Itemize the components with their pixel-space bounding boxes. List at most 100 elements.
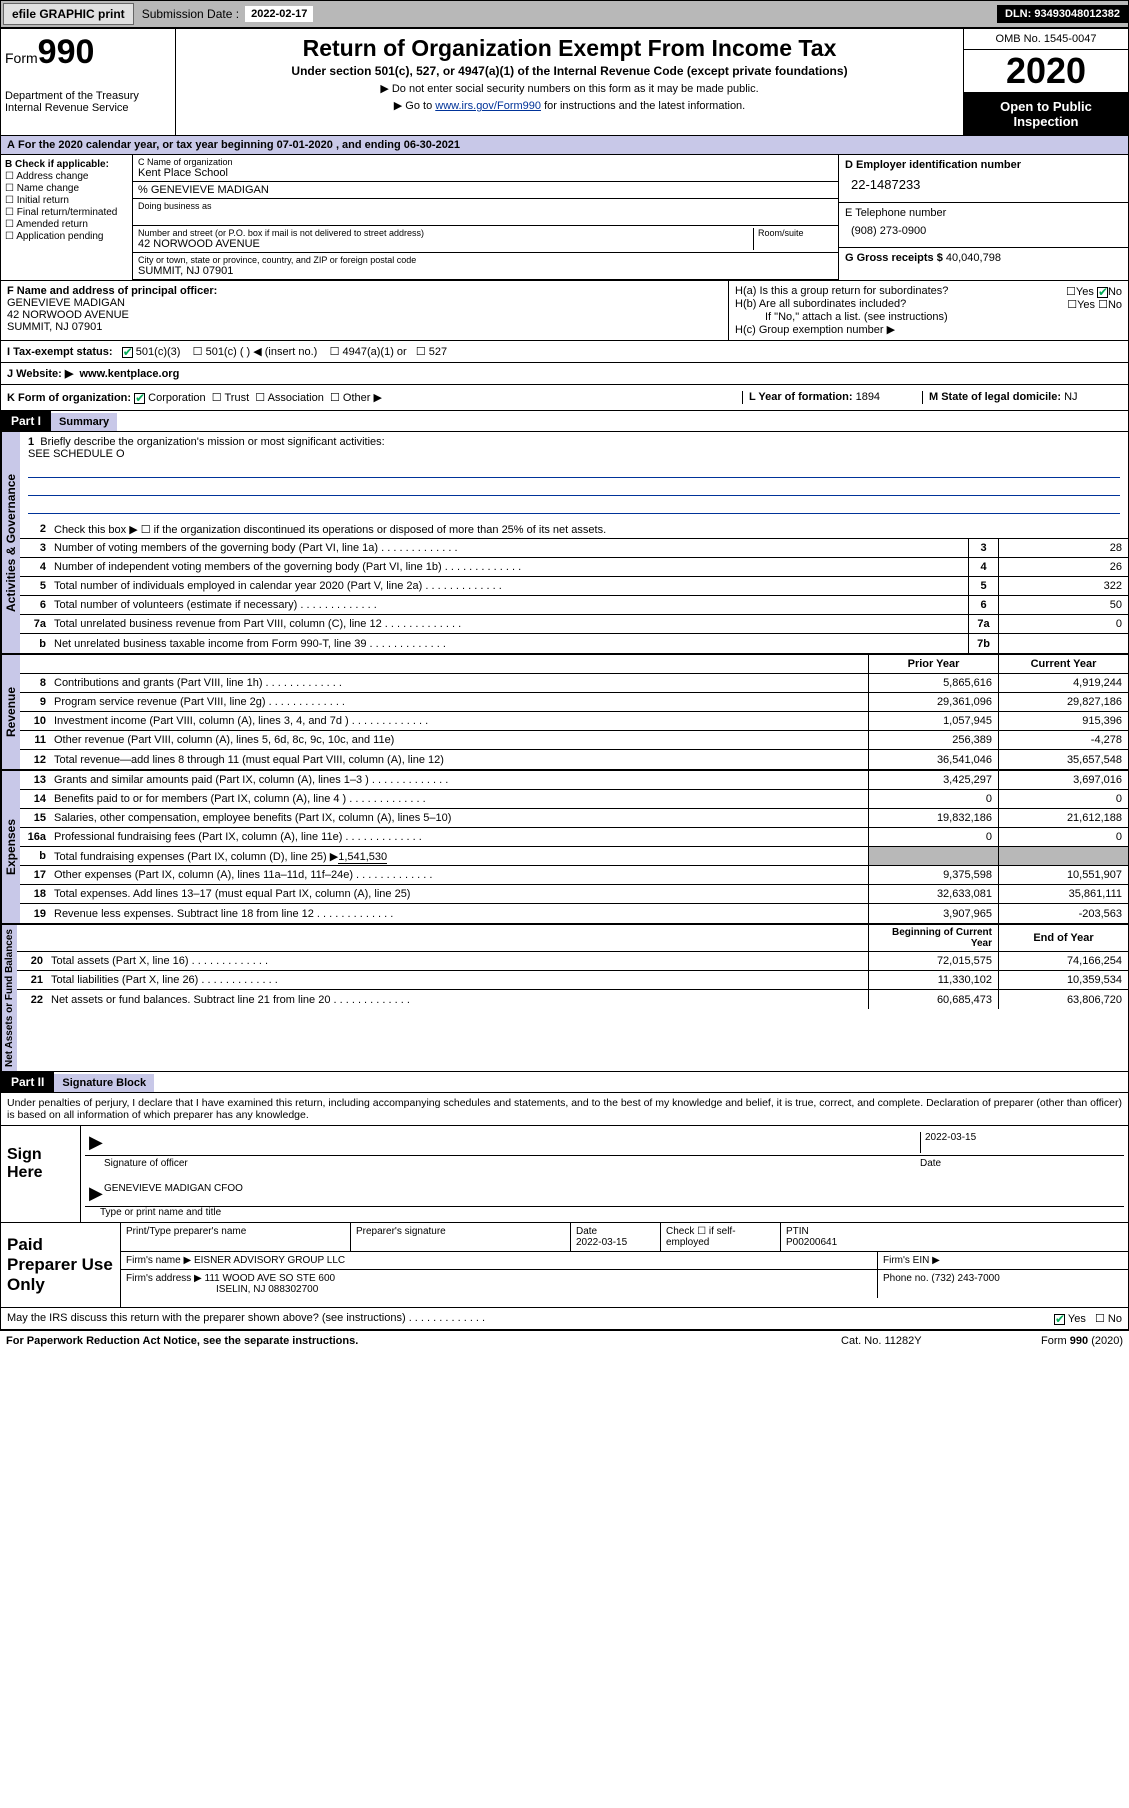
form-title: Return of Organization Exempt From Incom…: [182, 35, 957, 62]
line5: Total number of individuals employed in …: [50, 578, 968, 594]
line16a: Professional fundraising fees (Part IX, …: [50, 829, 868, 845]
prep-sig-label: Preparer's signature: [351, 1223, 571, 1251]
sig-date-label: Date: [920, 1158, 1120, 1169]
chk-pending[interactable]: ☐ Application pending: [5, 231, 128, 242]
c14: 0: [998, 790, 1128, 808]
officer-block: F Name and address of principal officer:…: [1, 281, 728, 340]
p9: 29,361,096: [868, 693, 998, 711]
org-name-label: C Name of organization: [138, 157, 833, 167]
officer-addr1: 42 NORWOOD AVENUE: [7, 309, 722, 321]
addr-label: Number and street (or P.O. box if mail i…: [138, 228, 753, 238]
p8: 5,865,616: [868, 674, 998, 692]
k-l-m-row: K Form of organization: Corporation ☐ Tr…: [0, 385, 1129, 411]
name-title-label: Type or print name and title: [85, 1207, 1124, 1218]
ptin-value: P00200641: [786, 1237, 837, 1248]
paid-preparer-label: Paid Preparer Use Only: [1, 1223, 121, 1307]
city-state-zip: SUMMIT, NJ 07901: [138, 265, 833, 277]
firm-phone: (732) 243-7000: [931, 1273, 999, 1284]
val3: 28: [998, 539, 1128, 557]
line9: Program service revenue (Part VIII, line…: [50, 694, 868, 710]
tax-status-row: I Tax-exempt status: 501(c)(3) ☐ 501(c) …: [1, 341, 1128, 362]
section-b: B Check if applicable: ☐ Address change …: [1, 155, 133, 280]
group-return-block: H(a) Is this a group return for subordin…: [728, 281, 1128, 340]
chk-amended[interactable]: ☐ Amended return: [5, 219, 128, 230]
p21: 11,330,102: [868, 971, 998, 989]
mission-value: SEE SCHEDULE O: [28, 448, 1120, 460]
part1-header: Part I: [1, 411, 51, 431]
line7b: Net unrelated business taxable income fr…: [50, 636, 968, 652]
efile-btn[interactable]: efile GRAPHIC print: [3, 3, 134, 25]
topbar: efile GRAPHIC print Submission Date : 20…: [0, 0, 1129, 28]
note-link: ▶ Go to www.irs.gov/Form990 for instruct…: [182, 99, 957, 112]
p13: 3,425,297: [868, 771, 998, 789]
arrow-icon: ▶: [89, 1132, 104, 1153]
line21: Total liabilities (Part X, line 26): [47, 972, 868, 988]
city-label: City or town, state or province, country…: [138, 255, 833, 265]
c8: 4,919,244: [998, 674, 1128, 692]
part2-header: Part II: [1, 1072, 54, 1092]
signature-block: Sign Here ▶ 2022-03-15 Signature of offic…: [0, 1126, 1129, 1223]
c17: 10,551,907: [998, 866, 1128, 884]
line12: Total revenue—add lines 8 through 11 (mu…: [50, 752, 868, 768]
self-emp-label: Check ☐ if self-employed: [661, 1223, 781, 1251]
ein-value: 22-1487233: [845, 171, 1122, 198]
line8: Contributions and grants (Part VIII, lin…: [50, 675, 868, 691]
line19: Revenue less expenses. Subtract line 18 …: [50, 906, 868, 922]
p12: 36,541,046: [868, 750, 998, 769]
p22: 60,685,473: [868, 990, 998, 1009]
omb-number: OMB No. 1545-0047: [964, 29, 1128, 50]
chk-initial[interactable]: ☐ Initial return: [5, 195, 128, 206]
sig-date: 2022-03-15: [920, 1132, 1120, 1153]
chk-final[interactable]: ☐ Final return/terminated: [5, 207, 128, 218]
prep-print-label: Print/Type preparer's name: [121, 1223, 351, 1251]
line20: Total assets (Part X, line 16): [47, 953, 868, 969]
end-hdr: End of Year: [998, 925, 1128, 951]
org-info-block: B Check if applicable: ☐ Address change …: [0, 155, 1129, 281]
line18: Total expenses. Add lines 13–17 (must eq…: [50, 886, 868, 902]
tax-period: A For the 2020 calendar year, or tax yea…: [1, 136, 1128, 154]
paperwork-notice: For Paperwork Reduction Act Notice, see …: [6, 1335, 841, 1347]
firm-addr1: 111 WOOD AVE SO STE 600: [205, 1273, 336, 1284]
chk-address[interactable]: ☐ Address change: [5, 171, 128, 182]
firm-ein-label: Firm's EIN ▶: [878, 1252, 1128, 1269]
sig-officer-label: Signature of officer: [104, 1158, 920, 1169]
website-value[interactable]: www.kentplace.org: [79, 368, 179, 380]
part2-title: Signature Block: [54, 1074, 154, 1092]
arrow-icon: ▶: [89, 1183, 104, 1204]
prior-year-hdr: Prior Year: [868, 655, 998, 673]
c13: 3,697,016: [998, 771, 1128, 789]
phone-label: E Telephone number: [845, 207, 1122, 219]
c18: 35,861,111: [998, 885, 1128, 903]
chk-name[interactable]: ☐ Name change: [5, 183, 128, 194]
line4: Number of independent voting members of …: [50, 559, 968, 575]
val4: 26: [998, 558, 1128, 576]
ha-no-check: [1097, 287, 1108, 298]
c10: 915,396: [998, 712, 1128, 730]
c12: 35,657,548: [998, 750, 1128, 769]
line22: Net assets or fund balances. Subtract li…: [47, 992, 868, 1008]
c19: -203,563: [998, 904, 1128, 923]
gov-label: Activities & Governance: [1, 432, 20, 653]
discuss-yes: [1054, 1314, 1065, 1325]
care-of: % GENEVIEVE MADIGAN: [138, 184, 833, 196]
subdate-value: 2022-02-17: [245, 6, 313, 22]
sign-here-label: Sign Here: [1, 1126, 81, 1222]
line6: Total number of volunteers (estimate if …: [50, 597, 968, 613]
exp-label: Expenses: [1, 771, 20, 923]
website-row: J Website: ▶ www.kentplace.org: [1, 363, 1128, 384]
line14: Benefits paid to or for members (Part IX…: [50, 791, 868, 807]
tax-year: 2020: [964, 50, 1128, 93]
c11: -4,278: [998, 731, 1128, 749]
c9: 29,827,186: [998, 693, 1128, 711]
mission-label: Briefly describe the organization's miss…: [40, 436, 384, 448]
c20: 74,166,254: [998, 952, 1128, 970]
phone-value: (908) 273-0900: [845, 219, 1122, 243]
form-header: Form990 Department of the Treasury Inter…: [0, 28, 1129, 136]
page-footer: For Paperwork Reduction Act Notice, see …: [0, 1330, 1129, 1351]
line13: Grants and similar amounts paid (Part IX…: [50, 772, 868, 788]
note-ssn: ▶ Do not enter social security numbers o…: [182, 82, 957, 95]
perjury-text: Under penalties of perjury, I declare th…: [0, 1093, 1129, 1126]
street-address: 42 NORWOOD AVENUE: [138, 238, 753, 250]
begin-hdr: Beginning of Current Year: [868, 925, 998, 951]
irs-link[interactable]: www.irs.gov/Form990: [435, 100, 541, 112]
